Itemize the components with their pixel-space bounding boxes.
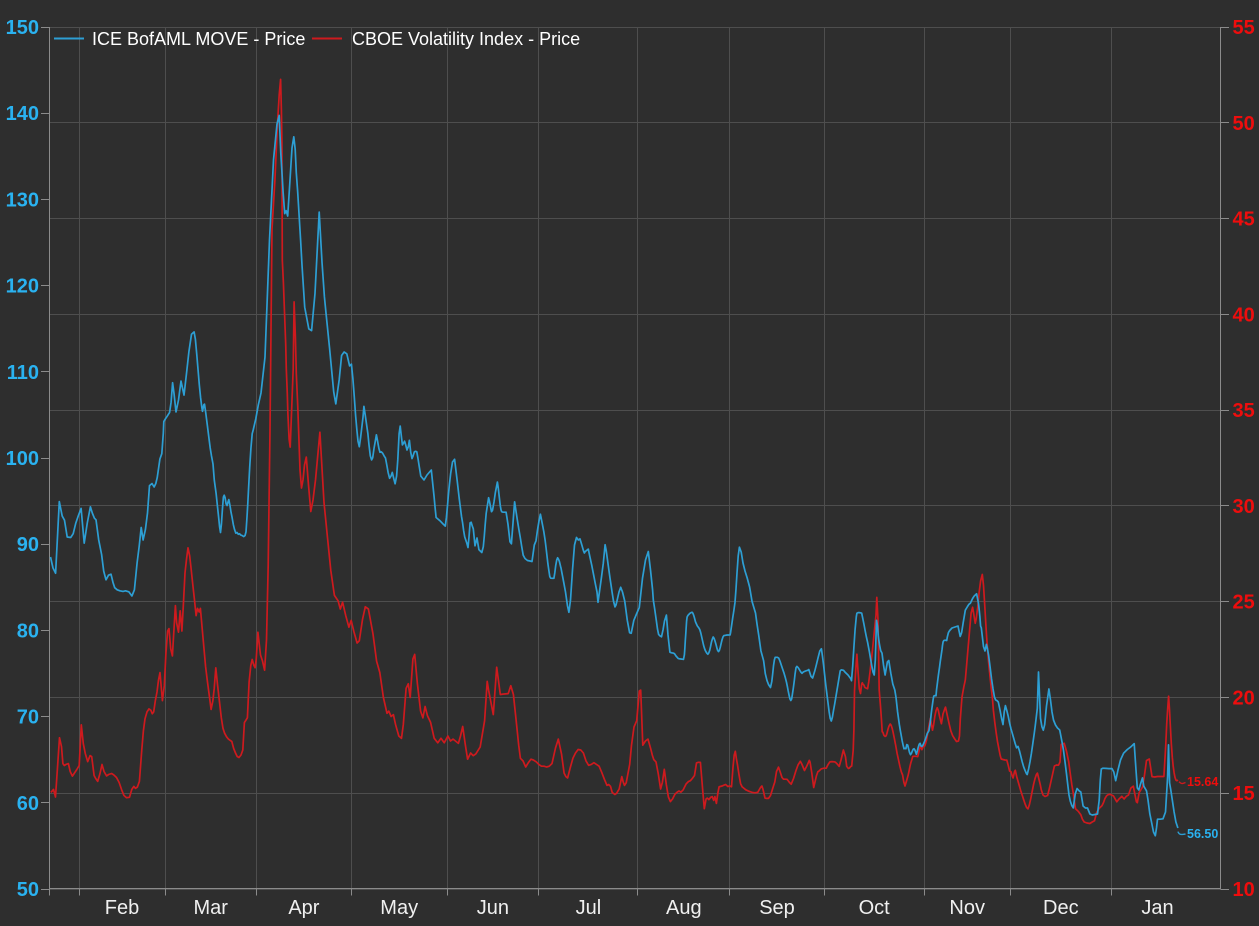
svg-text:70: 70 [17, 707, 39, 729]
svg-text:ICE BofAML MOVE - Price: ICE BofAML MOVE - Price [92, 29, 305, 49]
svg-text:35: 35 [1233, 400, 1255, 422]
svg-text:50: 50 [17, 879, 39, 901]
svg-text:110: 110 [7, 362, 39, 384]
svg-text:50: 50 [1233, 113, 1255, 135]
svg-text:150: 150 [6, 17, 39, 39]
svg-text:80: 80 [17, 620, 39, 642]
svg-text:45: 45 [1233, 209, 1255, 231]
svg-text:Oct: Oct [859, 897, 891, 919]
svg-text:140: 140 [6, 103, 39, 125]
svg-text:100: 100 [6, 448, 39, 470]
svg-text:120: 120 [6, 276, 39, 298]
svg-text:30: 30 [1233, 496, 1255, 518]
svg-text:Feb: Feb [105, 897, 139, 919]
svg-text:Jul: Jul [576, 897, 602, 919]
svg-text:40: 40 [1233, 304, 1255, 326]
svg-text:Jun: Jun [477, 897, 509, 919]
svg-text:55: 55 [1233, 17, 1255, 39]
svg-text:15: 15 [1233, 783, 1255, 805]
svg-text:May: May [380, 897, 418, 919]
svg-text:Apr: Apr [288, 897, 319, 919]
svg-text:Jan: Jan [1141, 897, 1173, 919]
svg-text:Dec: Dec [1043, 897, 1079, 919]
svg-text:60: 60 [17, 793, 39, 815]
svg-text:15.64: 15.64 [1187, 775, 1218, 789]
svg-text:CBOE Volatility Index - Price: CBOE Volatility Index - Price [352, 29, 580, 49]
svg-text:130: 130 [6, 189, 39, 211]
svg-text:90: 90 [17, 534, 39, 556]
svg-text:Sep: Sep [759, 897, 795, 919]
svg-text:Nov: Nov [949, 897, 985, 919]
svg-text:Aug: Aug [666, 897, 702, 919]
svg-text:Mar: Mar [193, 897, 228, 919]
svg-text:10: 10 [1233, 879, 1255, 901]
svg-text:20: 20 [1233, 687, 1255, 709]
svg-text:56.50: 56.50 [1187, 827, 1218, 841]
svg-text:25: 25 [1233, 592, 1255, 614]
